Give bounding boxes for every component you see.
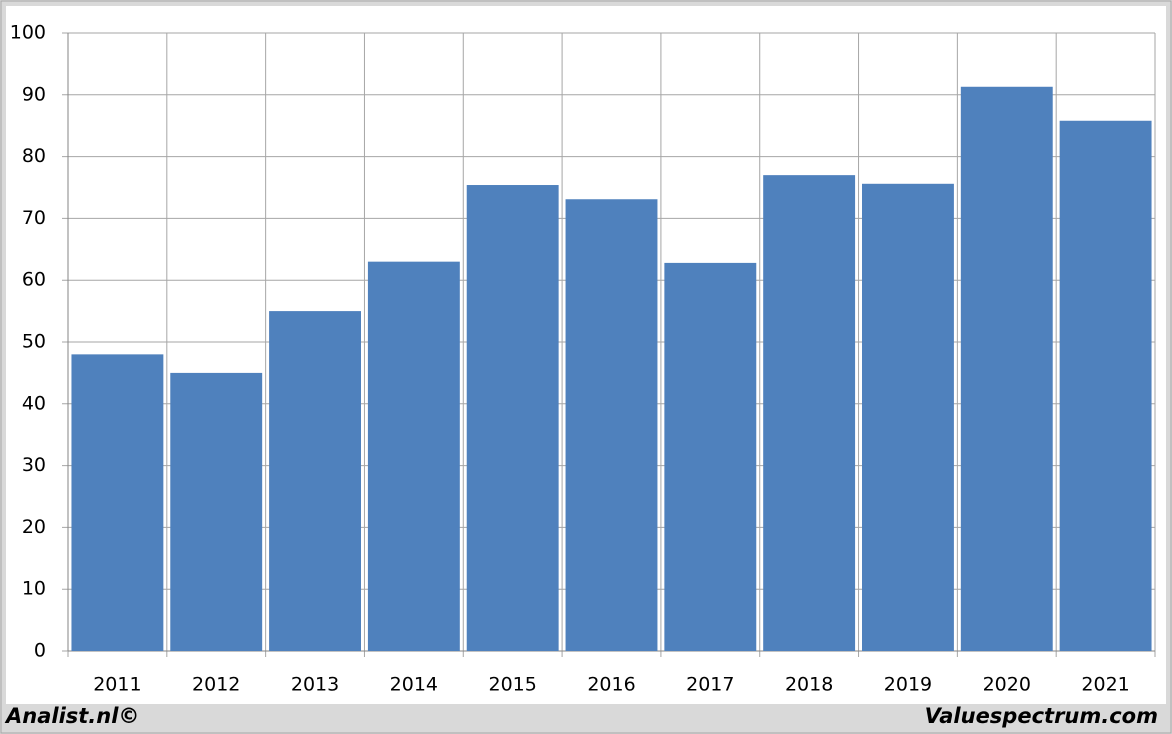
- x-tick-label: 2017: [686, 674, 734, 696]
- y-tick-label: 60: [22, 269, 46, 291]
- bar: [269, 311, 361, 651]
- x-tick-label: 2019: [884, 674, 932, 696]
- bar: [565, 199, 658, 651]
- bar: [763, 175, 856, 651]
- y-tick-label: 40: [22, 392, 46, 414]
- x-tick-label: 2018: [785, 674, 833, 696]
- bar: [367, 261, 460, 651]
- x-tick-label: 2011: [93, 674, 141, 696]
- bar: [466, 185, 559, 651]
- y-tick-label: 50: [22, 331, 46, 353]
- y-tick-label: 20: [22, 516, 46, 538]
- x-tick-label: 2015: [489, 674, 537, 696]
- bar: [1059, 120, 1152, 652]
- bar: [960, 86, 1053, 652]
- bar: [664, 262, 757, 651]
- x-tick-label: 2012: [192, 674, 240, 696]
- bar: [71, 354, 164, 651]
- y-tick-label: 70: [22, 207, 46, 229]
- y-tick-label: 30: [22, 454, 46, 476]
- x-tick-label: 2016: [587, 674, 635, 696]
- y-tick-label: 10: [22, 578, 46, 600]
- bar: [170, 372, 263, 651]
- x-tick-label: 2014: [390, 674, 438, 696]
- y-tick-label: 100: [10, 22, 46, 44]
- bar: [862, 183, 954, 652]
- footer-right: Valuespectrum.com: [925, 704, 1158, 728]
- x-tick-label: 2021: [1081, 674, 1129, 696]
- x-tick-label: 2020: [983, 674, 1031, 696]
- x-tick-label: 2013: [291, 674, 339, 696]
- y-tick-label: 90: [22, 83, 46, 105]
- y-tick-label: 0: [34, 640, 46, 662]
- y-tick-label: 80: [22, 145, 46, 167]
- footer-left: Analist.nl©: [4, 704, 139, 728]
